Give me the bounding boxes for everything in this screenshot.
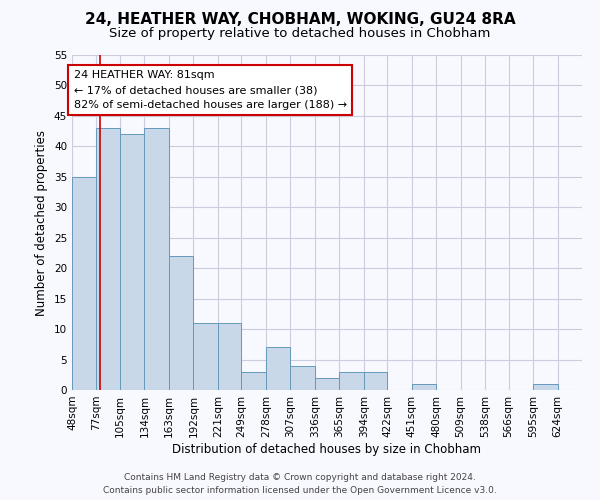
Y-axis label: Number of detached properties: Number of detached properties [35,130,49,316]
Bar [193,323,218,390]
Bar [72,177,97,390]
Bar [169,256,193,390]
Bar [266,348,290,390]
Bar [315,378,339,390]
Bar [97,128,120,390]
Bar [412,384,436,390]
Bar [241,372,266,390]
Bar [533,384,557,390]
Bar [120,134,145,390]
Bar [364,372,387,390]
Bar [218,323,241,390]
X-axis label: Distribution of detached houses by size in Chobham: Distribution of detached houses by size … [173,442,482,456]
Bar [145,128,169,390]
Text: Contains HM Land Registry data © Crown copyright and database right 2024.
Contai: Contains HM Land Registry data © Crown c… [103,474,497,495]
Text: 24, HEATHER WAY, CHOBHAM, WOKING, GU24 8RA: 24, HEATHER WAY, CHOBHAM, WOKING, GU24 8… [85,12,515,28]
Bar [339,372,364,390]
Text: Size of property relative to detached houses in Chobham: Size of property relative to detached ho… [109,28,491,40]
Bar [290,366,315,390]
Text: 24 HEATHER WAY: 81sqm
← 17% of detached houses are smaller (38)
82% of semi-deta: 24 HEATHER WAY: 81sqm ← 17% of detached … [74,70,347,110]
